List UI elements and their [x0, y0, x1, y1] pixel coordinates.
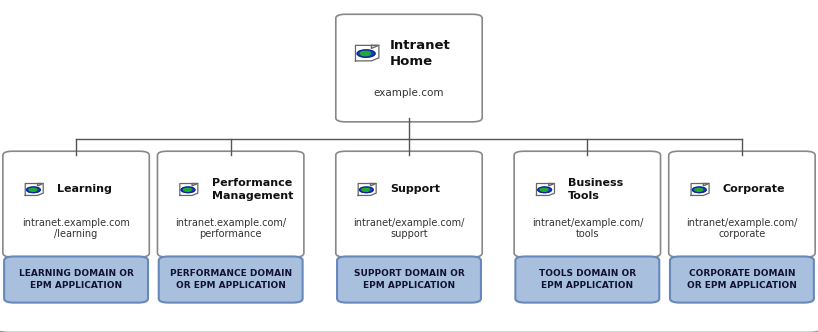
Polygon shape: [371, 184, 376, 186]
FancyBboxPatch shape: [514, 151, 660, 257]
Polygon shape: [537, 184, 555, 196]
Ellipse shape: [362, 188, 370, 192]
Text: Business
Tools: Business Tools: [569, 178, 623, 201]
FancyBboxPatch shape: [2, 151, 149, 257]
Text: Performance
Management: Performance Management: [212, 178, 293, 201]
Polygon shape: [358, 184, 376, 196]
Ellipse shape: [695, 188, 703, 192]
Text: intranet/example.com/
support: intranet/example.com/ support: [353, 218, 465, 239]
FancyBboxPatch shape: [670, 256, 814, 303]
Ellipse shape: [361, 51, 371, 56]
Circle shape: [537, 187, 551, 193]
FancyBboxPatch shape: [335, 151, 482, 257]
Text: PERFORMANCE DOMAIN
OR EPM APPLICATION: PERFORMANCE DOMAIN OR EPM APPLICATION: [169, 270, 292, 290]
FancyBboxPatch shape: [335, 14, 482, 122]
FancyBboxPatch shape: [337, 256, 481, 303]
Text: SUPPORT DOMAIN OR
EPM APPLICATION: SUPPORT DOMAIN OR EPM APPLICATION: [353, 270, 465, 290]
Circle shape: [26, 187, 40, 193]
Text: Learning: Learning: [57, 185, 112, 195]
Polygon shape: [192, 184, 198, 186]
Text: CORPORATE DOMAIN
OR EPM APPLICATION: CORPORATE DOMAIN OR EPM APPLICATION: [687, 270, 797, 290]
Circle shape: [181, 187, 195, 193]
Polygon shape: [38, 184, 43, 186]
FancyBboxPatch shape: [669, 151, 815, 257]
Text: intranet.example.com/
performance: intranet.example.com/ performance: [175, 218, 286, 239]
Circle shape: [692, 187, 706, 193]
Ellipse shape: [29, 188, 37, 192]
Polygon shape: [703, 184, 709, 186]
Polygon shape: [549, 184, 555, 186]
Text: Intranet
Home: Intranet Home: [390, 39, 451, 68]
Text: intranet/example.com/
tools: intranet/example.com/ tools: [532, 218, 643, 239]
Text: TOOLS DOMAIN OR
EPM APPLICATION: TOOLS DOMAIN OR EPM APPLICATION: [539, 270, 636, 290]
Polygon shape: [356, 45, 379, 61]
Ellipse shape: [184, 188, 191, 192]
FancyBboxPatch shape: [515, 256, 659, 303]
Polygon shape: [25, 184, 43, 196]
Text: intranet.example.com
/learning: intranet.example.com /learning: [22, 218, 130, 239]
Polygon shape: [371, 45, 379, 48]
Polygon shape: [691, 184, 709, 196]
Circle shape: [359, 187, 373, 193]
Ellipse shape: [541, 188, 548, 192]
Text: Corporate: Corporate: [723, 185, 785, 195]
FancyBboxPatch shape: [157, 151, 303, 257]
Polygon shape: [180, 184, 198, 196]
Circle shape: [357, 50, 375, 57]
Text: LEARNING DOMAIN OR
EPM APPLICATION: LEARNING DOMAIN OR EPM APPLICATION: [19, 270, 133, 290]
Text: Support: Support: [390, 185, 440, 195]
FancyBboxPatch shape: [4, 256, 148, 303]
Text: intranet/example.com/
corporate: intranet/example.com/ corporate: [686, 218, 798, 239]
FancyBboxPatch shape: [159, 256, 303, 303]
Text: example.com: example.com: [374, 88, 444, 98]
